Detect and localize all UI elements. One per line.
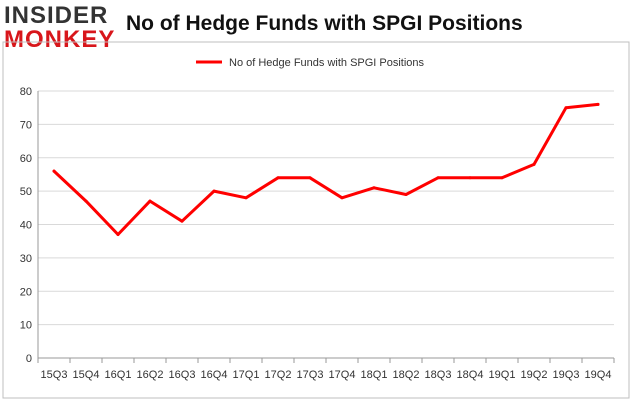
x-tick-label: 18Q2 — [393, 369, 420, 381]
data-point — [148, 199, 152, 203]
x-tick-label: 17Q1 — [233, 369, 260, 381]
x-tick-label: 16Q4 — [201, 369, 228, 381]
data-point — [212, 189, 216, 193]
data-point — [500, 176, 504, 180]
logo-monkey-text: MONKEY — [4, 26, 116, 53]
data-point — [404, 192, 408, 196]
series-line — [52, 102, 600, 236]
y-tick-label: 20 — [20, 286, 32, 298]
x-tick-label: 19Q1 — [489, 369, 516, 381]
chart-frame — [2, 41, 630, 399]
data-point — [180, 219, 184, 223]
x-tick-label: 18Q4 — [457, 369, 484, 381]
x-tick-label: 15Q4 — [73, 369, 100, 381]
x-tick-labels: 15Q3 15Q4 16Q1 16Q2 16Q3 16Q4 17Q1 17Q2 17Q3 17Q4… — [41, 369, 612, 381]
x-tick-label: 18Q1 — [361, 369, 388, 381]
data-point — [564, 106, 568, 110]
x-tick-label: 17Q4 — [329, 369, 356, 381]
x-tick-label: 16Q1 — [105, 369, 132, 381]
data-point — [308, 176, 312, 180]
data-point — [436, 176, 440, 180]
x-tick-label: 16Q2 — [137, 369, 164, 381]
data-point — [244, 196, 248, 200]
data-point — [372, 186, 376, 190]
y-tick-labels: 0 10 20 30 40 50 60 70 80 — [20, 86, 32, 365]
data-point — [52, 169, 56, 173]
axes — [37, 91, 615, 363]
y-tick-label: 30 — [20, 253, 32, 265]
x-tick-label: 17Q3 — [297, 369, 324, 381]
logo-insider-text: INSIDER — [4, 2, 109, 29]
data-point — [276, 176, 280, 180]
y-tick-label: 60 — [20, 153, 32, 165]
gridlines — [38, 90, 614, 326]
data-point — [84, 199, 88, 203]
x-tick-label: 18Q3 — [425, 369, 452, 381]
legend: No of Hedge Funds with SPGI Positions — [196, 57, 425, 69]
data-point — [116, 233, 120, 237]
chart-title: No of Hedge Funds with SPGI Positions — [126, 12, 523, 35]
y-tick-label: 40 — [20, 220, 32, 232]
x-tick-label: 19Q3 — [553, 369, 580, 381]
x-tick-label: 15Q3 — [41, 369, 68, 381]
y-tick-label: 50 — [20, 186, 32, 198]
x-tick-label: 19Q4 — [585, 369, 612, 381]
series-layer — [52, 102, 600, 237]
data-point — [468, 176, 472, 180]
y-tick-label: 0 — [26, 353, 32, 365]
x-tick-label: 19Q2 — [521, 369, 548, 381]
x-tick-label: 16Q3 — [169, 369, 196, 381]
data-point — [596, 102, 600, 106]
data-point — [532, 162, 536, 166]
y-tick-label: 10 — [20, 320, 32, 332]
legend-label: No of Hedge Funds with SPGI Positions — [229, 57, 425, 69]
y-tick-label: 70 — [20, 119, 32, 131]
data-point — [340, 196, 344, 200]
insider-monkey-logo: INSIDER MONKEY — [4, 4, 116, 52]
x-tick-label: 17Q2 — [265, 369, 292, 381]
y-tick-label: 80 — [20, 86, 32, 98]
